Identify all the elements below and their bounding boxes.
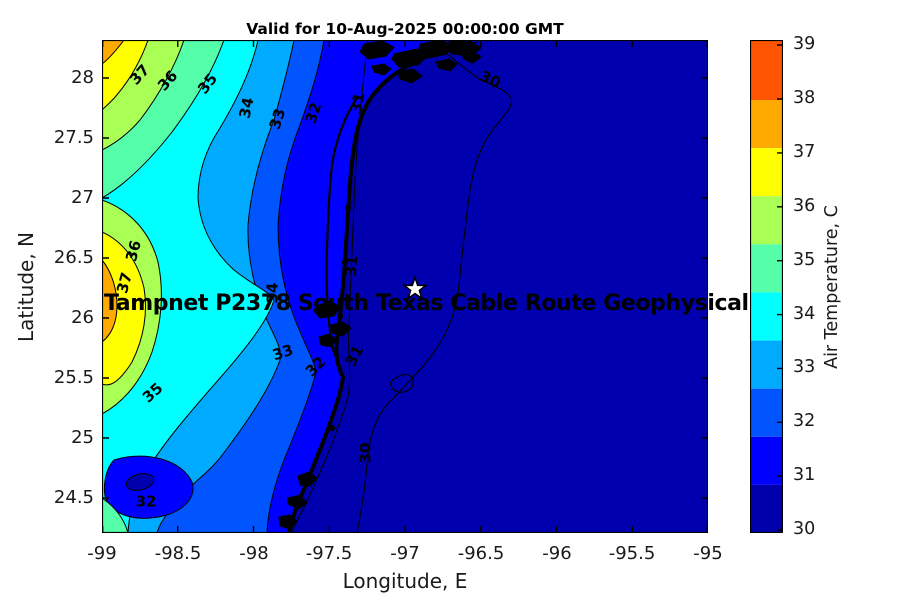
pocket-orange [102, 259, 118, 343]
colorbar-tick-label: 31 [793, 465, 816, 485]
coast-dot [336, 312, 344, 320]
contour-line-30 [356, 47, 513, 533]
coastline-islands [359, 40, 482, 84]
colorbar-tick-label: 39 [793, 34, 816, 54]
y-ticks-right [701, 77, 708, 499]
colorbar-band [750, 40, 783, 100]
colorbar-band [750, 100, 783, 149]
y-axis-label: Latitude, N [14, 232, 38, 342]
colorbar [750, 40, 783, 533]
x-tick-label: -96 [542, 543, 572, 564]
coast-dot [344, 204, 352, 212]
x-tick-label: -98 [239, 543, 269, 564]
colorbar-band [750, 244, 783, 293]
x-tick-label: -97.5 [305, 543, 353, 564]
y-tick-label: 26.5 [53, 247, 94, 268]
y-tick-label: 24.5 [53, 487, 94, 508]
y-tick-label: 25 [71, 427, 94, 448]
band-orange-corner [102, 40, 125, 65]
y-ticks-left [102, 77, 109, 499]
colorbar-tick-label: 37 [793, 142, 816, 162]
band-37-top [102, 40, 149, 111]
colorbar-tick-label: 33 [793, 357, 816, 377]
y-tick-label: 27 [71, 187, 94, 208]
contour-label: 32 [136, 493, 157, 511]
coast-dot [328, 424, 336, 432]
colorbar-tick-label: 35 [793, 250, 816, 270]
contour-loop-30 [390, 373, 414, 393]
contour-map: 37 36 35 34 33 32 31 30 36 37 34 31 33 3… [102, 40, 708, 533]
annotation-text: Tampnet P2378 South Texas Cable Route Ge… [104, 291, 749, 316]
contour-bands [102, 40, 478, 533]
contour-label: 31 [347, 91, 369, 115]
y-tick-label: 25.5 [53, 367, 94, 388]
contour-label: 31 [342, 255, 362, 277]
coastline [278, 40, 482, 533]
contour-label: 34 [236, 96, 258, 120]
x-tick-label: -99 [87, 543, 117, 564]
y-tick-label: 28 [71, 67, 94, 88]
y-tick-label: 27.5 [53, 127, 94, 148]
colorbar-tick-label: 32 [793, 411, 816, 431]
x-tick-label: -97 [390, 543, 420, 564]
colorbar-tick-label: 36 [793, 196, 816, 216]
contour-label: 36 [122, 238, 145, 263]
contour-label: 37 [113, 270, 136, 295]
star-marker [401, 275, 429, 301]
colorbar-ticks [777, 44, 783, 531]
coastline-marsh-blobs [278, 471, 318, 530]
x-tick-label: -95.5 [608, 543, 656, 564]
colorbar-axis-label: Air Temperature, C [822, 205, 842, 369]
colorbar-tick-label: 30 [793, 519, 816, 539]
contour-label: 34 [264, 283, 282, 304]
colorbar-band [750, 196, 783, 245]
contour-label: 30 [357, 443, 375, 464]
thin-contour-lines [290, 40, 513, 533]
x-tick-label: -96.5 [457, 543, 505, 564]
colorbar-tick-label: 38 [793, 88, 816, 108]
x-tick-label: -95 [693, 543, 723, 564]
colorbar-band [750, 292, 783, 341]
colorbar-box [750, 40, 783, 533]
corner-spring [102, 497, 129, 533]
x-tick-label: -98.5 [154, 543, 202, 564]
contour-label: 32 [302, 100, 326, 125]
y-tick-label: 26 [71, 307, 94, 328]
colorbar-band [750, 340, 783, 389]
plot-title: Valid for 10-Aug-2025 00:00:00 GMT [246, 20, 564, 38]
contour-label: 33 [270, 341, 295, 365]
blob-cool-core [125, 473, 155, 491]
plot-box [102, 40, 708, 533]
contour-label: 33 [266, 106, 290, 131]
contour-line-31 [290, 40, 369, 533]
pocket-37 [102, 231, 146, 386]
coastline-baffin-blobs [313, 300, 352, 348]
coastline-barrier [287, 41, 473, 533]
colorbar-tick-label: 34 [793, 304, 816, 324]
colorbar-band [750, 148, 783, 197]
x-axis-label: Longitude, E [342, 569, 468, 593]
colorbar-band [750, 436, 783, 485]
colorbar-band [750, 484, 783, 533]
colorbar-band [750, 388, 783, 437]
coast-dot [341, 258, 349, 266]
